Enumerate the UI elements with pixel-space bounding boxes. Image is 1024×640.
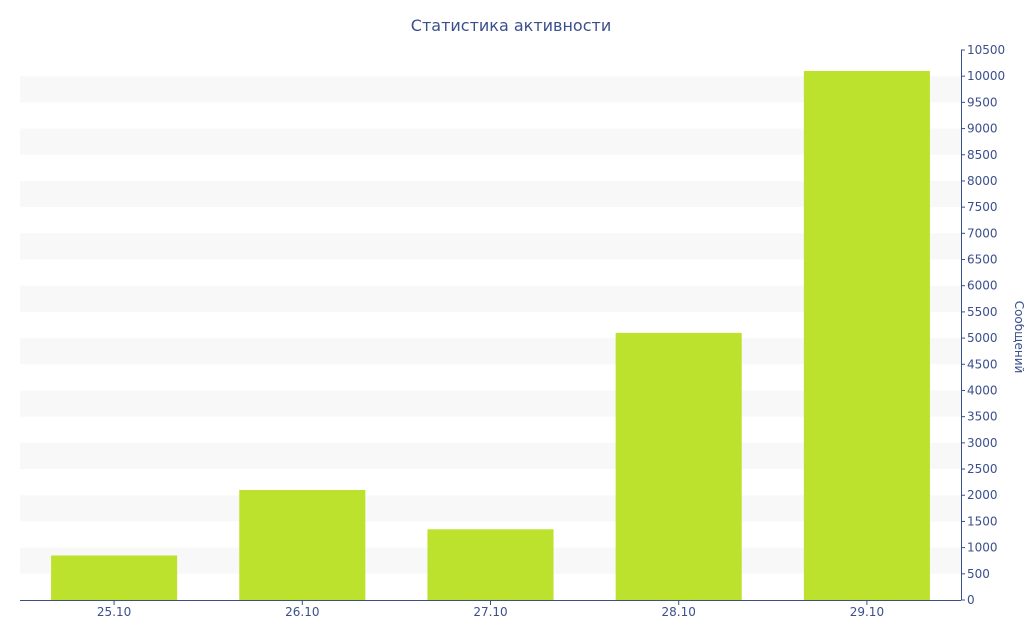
y-tick-label: 7000 (967, 226, 998, 240)
y-tick-label: 9000 (967, 122, 998, 136)
y-tick-label: 2500 (967, 462, 998, 476)
y-tick-label: 8000 (967, 174, 998, 188)
y-tick-label: 3000 (967, 436, 998, 450)
y-tick-label: 4000 (967, 383, 998, 397)
y-tick-label: 10000 (967, 69, 1005, 83)
y-tick-label: 10500 (967, 43, 1005, 57)
y-tick-label: 6500 (967, 253, 998, 267)
y-tick-label: 7500 (967, 200, 998, 214)
x-tick-label-28.10: 28.10 (662, 605, 696, 619)
chart-title: Статистика активности (411, 16, 611, 35)
bar-28.10[interactable] (615, 332, 742, 600)
bar-25.10[interactable] (51, 555, 178, 600)
y-tick-label: 500 (967, 567, 990, 581)
y-tick-label: 5000 (967, 331, 998, 345)
x-tick-labels: 25.10 26.10 27.10 28.10 29.10 (97, 605, 884, 619)
bar-29.10[interactable] (803, 70, 930, 600)
axes (20, 49, 965, 605)
y-tick-label: 9500 (967, 95, 998, 109)
x-tick-label-29.10: 29.10 (850, 605, 884, 619)
bar-series (51, 70, 930, 600)
y-tick-labels: 0 500 1000 1500 2000 2500 3000 3500 4000 4500 5000… (967, 43, 1005, 607)
y-tick-label: 8500 (967, 148, 998, 162)
y-tick-label: 2000 (967, 488, 998, 502)
bar-27.10[interactable] (427, 529, 554, 600)
y-tick-label: 6000 (967, 279, 998, 293)
x-tick-label-27.10: 27.10 (473, 605, 507, 619)
x-tick-label-25.10: 25.10 (97, 605, 131, 619)
y-axis-label: Сообщений (1012, 301, 1024, 374)
x-tick-label-26.10: 26.10 (285, 605, 319, 619)
bar-26.10[interactable] (239, 490, 366, 600)
y-tick-label: 1000 (967, 541, 998, 555)
y-tick-label: 1500 (967, 514, 998, 528)
y-tick-label: 5500 (967, 305, 998, 319)
y-tick-label: 4500 (967, 357, 998, 371)
y-tick-label: 3500 (967, 410, 998, 424)
y-tick-label: 0 (967, 593, 975, 607)
